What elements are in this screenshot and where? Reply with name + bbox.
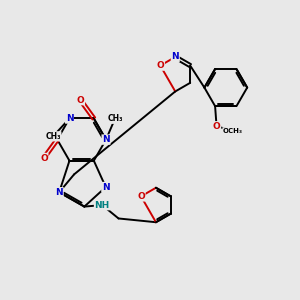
Text: O: O (76, 96, 84, 105)
Text: O: O (40, 154, 48, 163)
Text: N: N (56, 188, 63, 197)
Text: O: O (213, 122, 220, 131)
Text: O: O (157, 61, 164, 70)
Text: N: N (102, 183, 110, 192)
Text: N: N (66, 114, 73, 123)
Text: O: O (137, 192, 145, 201)
Text: N: N (172, 52, 179, 62)
Text: CH₃: CH₃ (107, 114, 123, 123)
Text: N: N (102, 135, 110, 144)
Text: CH₃: CH₃ (45, 132, 61, 141)
Text: NH: NH (94, 201, 110, 210)
Text: OCH₃: OCH₃ (223, 128, 243, 134)
